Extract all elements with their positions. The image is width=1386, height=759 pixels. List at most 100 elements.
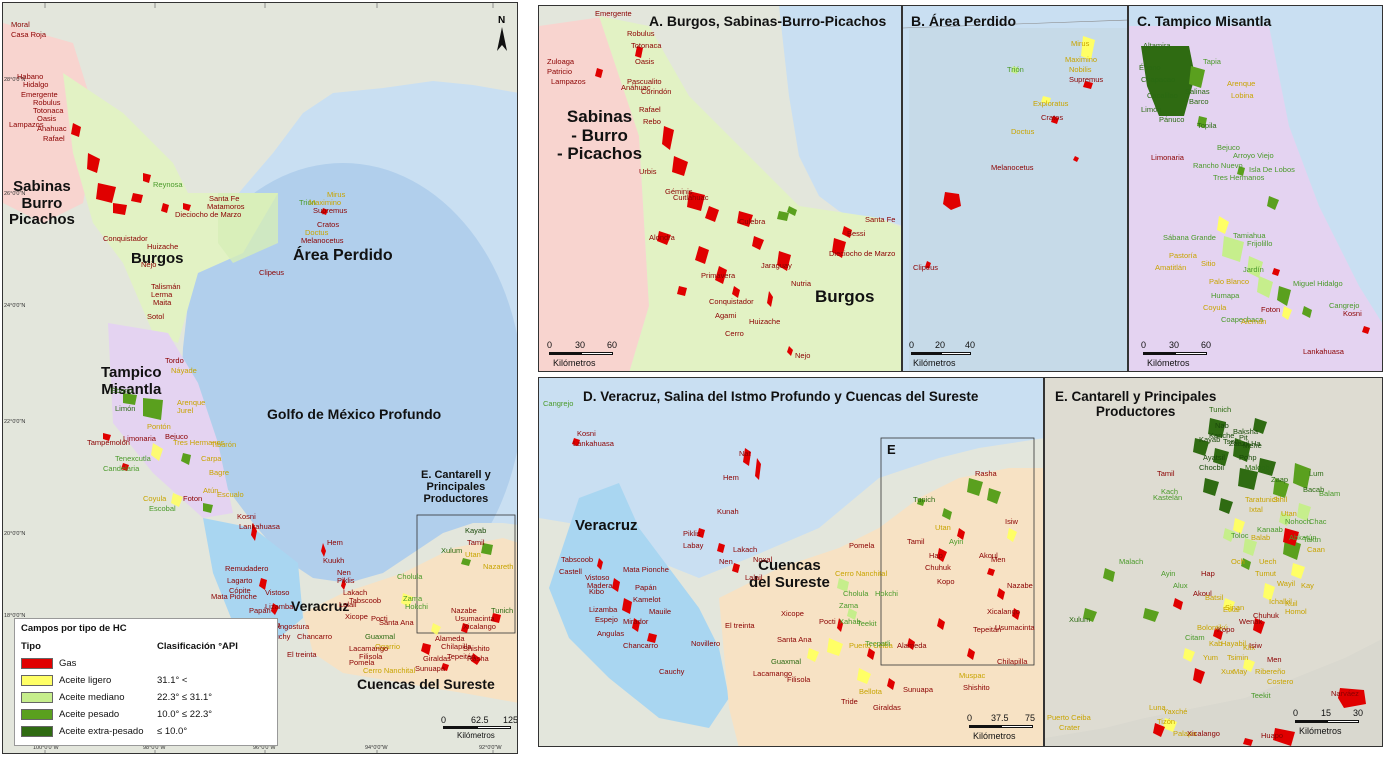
field-label: Tamil	[907, 537, 925, 546]
field-label: Lizamba	[265, 602, 294, 611]
field-label: Cerro	[725, 329, 744, 338]
field-label: Tizón	[1157, 717, 1176, 726]
panel-d-title: D. Veracruz, Salina del Istmo Profundo y…	[583, 389, 979, 404]
field-label: Kopo	[1217, 625, 1235, 634]
field-label: Wenak	[1239, 617, 1263, 626]
field-label: Topila	[1197, 121, 1217, 130]
field-label: Tres Hermanos	[173, 438, 225, 447]
field-label: Chocbil	[1199, 463, 1225, 472]
scale-tick: 30	[1169, 340, 1180, 350]
field-label: Nazabe	[451, 606, 477, 615]
field-label: Ébano	[1139, 63, 1161, 72]
field-label: Kamelot	[633, 595, 661, 604]
panel-a-title: A. Burgos, Sabinas-Burro-Picachos	[649, 13, 887, 29]
legend-name: Aceite extra-pesado	[59, 726, 144, 737]
field-label: Filisola	[359, 652, 383, 661]
field-label: Abkatún	[1289, 533, 1317, 542]
legend-col-tipo: Tipo	[21, 641, 41, 652]
field-label: Noxal	[753, 555, 773, 564]
field-label: Dieciocho de Marzo	[829, 249, 896, 258]
panel-c-base	[1129, 6, 1382, 371]
field-label: Agami	[715, 311, 737, 320]
field-label: Conquistador	[709, 297, 754, 306]
scale-unit: Kilómetros	[973, 731, 1016, 741]
field-label: Och	[1231, 557, 1245, 566]
field-label: Alameda	[897, 641, 927, 650]
field-label: Xux	[1221, 667, 1234, 676]
field-label: Lankahuasa	[573, 439, 614, 448]
legend-api: 31.1° <	[157, 675, 188, 686]
field-label: Hidalgo	[23, 80, 49, 89]
field-label: Altamira	[1143, 41, 1171, 50]
field-label: Mauile	[649, 607, 672, 616]
field-label: Uech	[1259, 557, 1277, 566]
field-label: Ogarrio	[375, 642, 401, 651]
field-label: Barco	[1189, 97, 1209, 106]
field-label: Shishito	[463, 644, 490, 653]
panel-b-title: B. Área Perdido	[911, 13, 1017, 29]
field-label: Isla De Lobos	[1249, 165, 1295, 174]
scale-tick: 15	[1321, 708, 1332, 718]
field-label: Casa Roja	[11, 30, 47, 39]
field-label: Amatitlán	[1155, 263, 1187, 272]
field-label: Talismán	[151, 282, 181, 291]
field-label: Arenque	[177, 398, 206, 407]
field-label: Tson	[1223, 437, 1239, 446]
field-label: Cholula	[843, 589, 869, 598]
field-label: Alux	[1173, 581, 1188, 590]
field-label: Robulus	[33, 98, 61, 107]
field-label: Urbis	[639, 167, 657, 176]
field-label: Chac	[1309, 517, 1327, 526]
field-label: Jurel	[177, 406, 194, 415]
field-label: Ribereño	[1255, 667, 1286, 676]
field-label: Muspac	[959, 671, 986, 680]
field-label: Xicalango	[987, 607, 1020, 616]
field-label: Náyade	[171, 366, 197, 375]
field-label: Anáhuac	[621, 83, 651, 92]
field-label: Isiw	[1005, 517, 1018, 526]
field-label: Madera	[587, 581, 613, 590]
field-label: Cacalilao	[1147, 91, 1178, 100]
field-label: Coyula	[143, 494, 167, 503]
field-label: Santa Ana	[379, 618, 414, 627]
field-label: Hokchi	[875, 589, 898, 598]
field-label: Mene	[1243, 441, 1262, 450]
field-label: Giraldas	[423, 654, 451, 663]
field-label: Tres Hermanos	[1213, 173, 1265, 182]
field-label: Tumut	[1255, 569, 1276, 578]
legend-row: Gas	[21, 657, 271, 671]
field-label: Tunich	[491, 606, 514, 615]
lon-label: 100°0'0"W	[33, 745, 59, 751]
field-label: Bejuco	[1217, 143, 1240, 152]
legend-name: Aceite pesado	[59, 709, 120, 720]
field-label: Kosni	[237, 512, 256, 521]
lon-label: 94°0'0"W	[365, 745, 388, 751]
field-label: Nutria	[791, 279, 812, 288]
field-label: Huizache	[147, 242, 179, 251]
field-label: Nab	[1215, 421, 1229, 430]
scale-tick: 0	[967, 713, 973, 723]
field-label: Totonaca	[33, 106, 64, 115]
field-label: Xulum	[441, 546, 463, 555]
field-label: Dieciocho de Marzo	[175, 210, 242, 219]
field-label: Humapa	[1211, 291, 1240, 300]
field-label: Chuhuk	[1253, 611, 1279, 620]
field-label: Emergente	[21, 90, 58, 99]
field-label: Alemán	[1241, 317, 1267, 326]
field-label: Bacab	[1303, 485, 1325, 494]
legend-row: Aceite mediano 22.3° ≤ 31.1°	[21, 691, 271, 705]
field-label: Akoul	[979, 551, 998, 560]
field-label: Filisola	[787, 675, 811, 684]
field-label: Tapia	[1203, 57, 1221, 66]
field-label: Chuhuk	[925, 563, 951, 572]
field-label: Géminis	[665, 187, 693, 196]
field-label: Cratos	[317, 220, 340, 229]
field-label: Bellota	[859, 687, 882, 696]
field-label: Pohp	[1239, 453, 1257, 462]
field-label: Kay	[1301, 581, 1314, 590]
panel-a-base	[539, 6, 901, 371]
field-label: Vistoso	[585, 573, 610, 582]
panel-a-region-burgos: Burgos	[815, 287, 875, 306]
field-label: Mata Pionche	[623, 565, 669, 574]
field-label: Sunuapa	[415, 664, 446, 673]
